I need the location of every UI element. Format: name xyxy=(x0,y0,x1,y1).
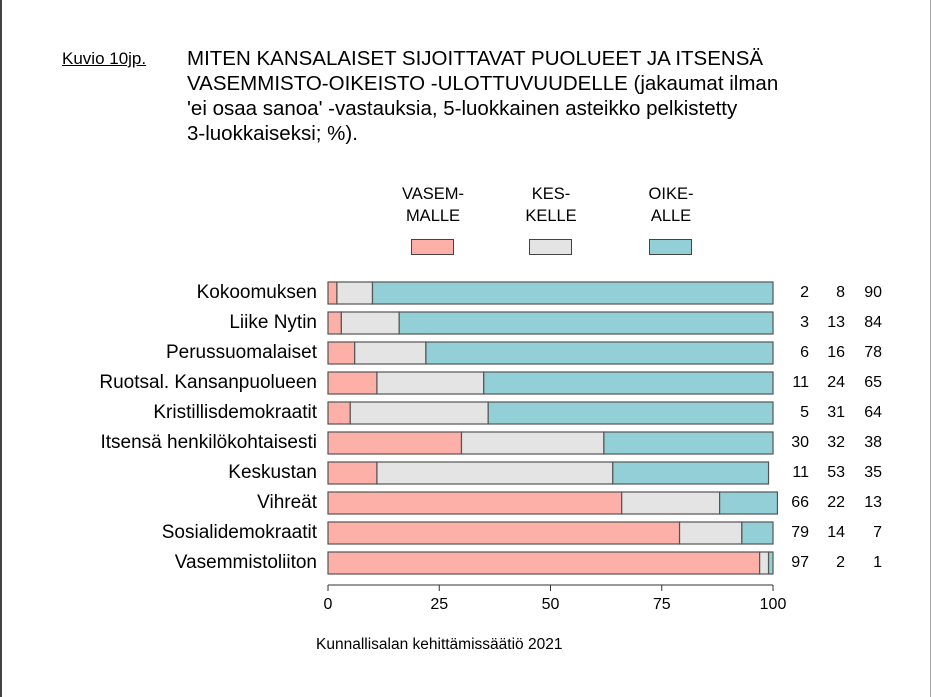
data-label-keskelle: 31 xyxy=(827,404,845,421)
x-tick-label: 100 xyxy=(760,596,787,613)
category-label: Keskustan xyxy=(228,462,317,483)
bar-segment-keskelle xyxy=(376,461,614,485)
data-label-oikealle: 1 xyxy=(873,554,882,571)
bar-segment-oikealle xyxy=(483,371,774,395)
frame-left-border xyxy=(0,0,2,697)
data-label-oikealle: 38 xyxy=(864,434,882,451)
category-label: Perussuomalaiset xyxy=(165,342,317,363)
category-label: Itsensä henkilökohtaisesti xyxy=(100,432,317,453)
data-label-oikealle: 35 xyxy=(864,464,882,481)
data-label-keskelle: 8 xyxy=(836,284,845,301)
x-tick-label: 25 xyxy=(430,596,448,613)
data-label-oikealle: 78 xyxy=(864,344,882,361)
legend-swatch-vasemmalle xyxy=(411,239,454,255)
source-note: Kunnallisalan kehittämissäätiö 2021 xyxy=(316,636,563,653)
bar-segment-keskelle xyxy=(340,311,400,335)
data-label-oikealle: 13 xyxy=(864,494,882,511)
category-label: Vasemmistoliiton xyxy=(174,552,317,573)
bar-segment-vasemmalle xyxy=(327,371,378,395)
category-label: Kokoomuksen xyxy=(196,282,317,303)
data-label-vasemmalle: 5 xyxy=(800,404,809,421)
title-line: MITEN KANSALAISET SIJOITTAVAT PUOLUEET J… xyxy=(187,47,764,70)
legend-label: ALLE xyxy=(650,207,692,225)
bar-segment-keskelle xyxy=(759,551,770,575)
bar-segment-keskelle xyxy=(460,431,605,455)
bar-segment-oikealle xyxy=(487,401,774,425)
data-label-oikealle: 65 xyxy=(864,374,882,391)
bar-segment-oikealle xyxy=(718,491,779,515)
bar-segment-keskelle xyxy=(678,521,743,545)
category-label: Liike Nytin xyxy=(229,312,317,333)
data-label-keskelle: 53 xyxy=(827,464,845,481)
data-label-vasemmalle: 79 xyxy=(791,524,809,541)
bar-segment-vasemmalle xyxy=(327,341,356,365)
bar-segment-vasemmalle xyxy=(327,491,623,515)
data-label-vasemmalle: 97 xyxy=(791,554,809,571)
data-label-vasemmalle: 2 xyxy=(800,284,809,301)
bar-segment-oikealle xyxy=(603,431,774,455)
x-tick-label: 0 xyxy=(324,596,333,613)
bar-segment-vasemmalle xyxy=(327,431,463,455)
x-tick-label: 50 xyxy=(542,596,560,613)
data-label-keskelle: 14 xyxy=(827,524,845,541)
frame-right-border xyxy=(930,0,931,697)
legend-label: VASEM- xyxy=(401,185,465,203)
data-label-keskelle: 32 xyxy=(827,434,845,451)
title-line: VASEMMISTO-OIKEISTO -ULOTTUVUUDELLE (jak… xyxy=(187,72,779,95)
legend-item-oikealle: OIKE- ALLE xyxy=(611,183,731,227)
data-label-oikealle: 7 xyxy=(873,524,882,541)
data-label-vasemmalle: 30 xyxy=(791,434,809,451)
data-label-keskelle: 24 xyxy=(827,374,845,391)
bar-segment-keskelle xyxy=(349,401,489,425)
title-line: 3-luokkaiseksi; %). xyxy=(187,122,358,145)
bar-segment-vasemmalle xyxy=(327,311,342,335)
x-tick-label: 75 xyxy=(653,596,671,613)
bar-segment-oikealle xyxy=(371,281,774,305)
bar-segment-oikealle xyxy=(612,461,770,485)
category-label: Ruotsal. Kansanpuolueen xyxy=(99,372,317,393)
category-label: Vihreät xyxy=(257,492,317,513)
bar-segment-oikealle xyxy=(741,521,774,545)
bar-segment-oikealle xyxy=(398,311,774,335)
bar-segment-keskelle xyxy=(376,371,485,395)
data-label-keskelle: 2 xyxy=(836,554,845,571)
title-line: 'ei osaa sanoa' -vastauksia, 5-luokkaine… xyxy=(187,97,738,120)
chart-title: MITEN KANSALAISET SIJOITTAVAT PUOLUEET J… xyxy=(187,46,887,146)
legend-label: OIKE- xyxy=(648,185,694,203)
legend-label: MALLE xyxy=(405,207,461,225)
data-label-vasemmalle: 66 xyxy=(791,494,809,511)
data-label-oikealle: 90 xyxy=(864,284,882,301)
data-label-vasemmalle: 3 xyxy=(800,314,809,331)
bar-segment-keskelle xyxy=(621,491,721,515)
data-label-vasemmalle: 11 xyxy=(792,374,809,391)
data-label-keskelle: 13 xyxy=(827,314,845,331)
legend-label: KELLE xyxy=(525,207,577,225)
bar-segment-keskelle xyxy=(354,341,427,365)
bar-segment-oikealle xyxy=(425,341,774,365)
data-label-vasemmalle: 6 xyxy=(800,344,809,361)
legend-item-vasemmalle: VASEM- MALLE xyxy=(373,183,493,227)
figure-label: Kuvio 10jp. xyxy=(62,49,147,68)
bar-segment-keskelle xyxy=(336,281,374,305)
data-label-oikealle: 64 xyxy=(864,404,882,421)
bar-segment-oikealle xyxy=(767,551,774,575)
legend-label: KES- xyxy=(531,185,571,203)
bar-segment-vasemmalle xyxy=(327,461,378,485)
legend-swatch-keskelle xyxy=(529,239,572,255)
bar-segment-vasemmalle xyxy=(327,401,351,425)
data-label-vasemmalle: 11 xyxy=(792,464,809,481)
legend-item-keskelle: KES- KELLE xyxy=(491,183,611,227)
data-label-keskelle: 16 xyxy=(827,344,845,361)
bar-segment-vasemmalle xyxy=(327,521,681,545)
data-label-keskelle: 22 xyxy=(827,494,845,511)
legend-swatch-oikealle xyxy=(649,239,692,255)
bar-segment-vasemmalle xyxy=(327,551,761,575)
bar-segment-vasemmalle xyxy=(327,281,338,305)
category-label: Kristillisdemokraatit xyxy=(153,402,317,423)
data-label-oikealle: 84 xyxy=(864,314,882,331)
category-label: Sosialidemokraatit xyxy=(161,522,317,543)
